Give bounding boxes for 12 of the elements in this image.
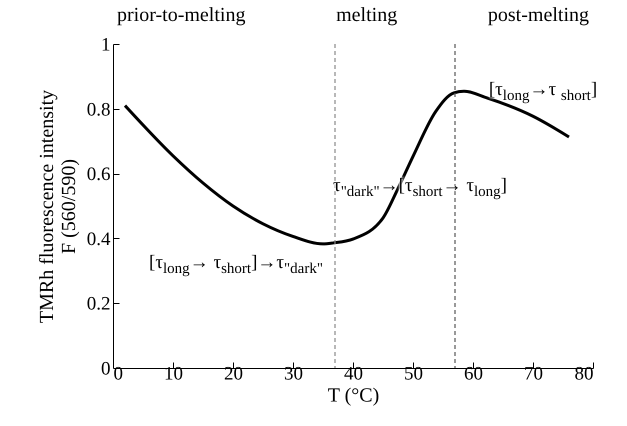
text: post-melting bbox=[486, 4, 590, 27]
text: prior-to-melting bbox=[116, 4, 246, 27]
y-tick-label: 1 bbox=[101, 34, 110, 56]
x-axis-title: T (°C) bbox=[328, 384, 380, 406]
y-axis-title: TMRh fluorescence intensity F (560/590) bbox=[36, 90, 80, 324]
y-tick-label: 0.4 bbox=[86, 228, 111, 250]
y-tick-label: 0.8 bbox=[86, 99, 110, 120]
annotation: [τ$_{long}$→τ $_{short}$] bbox=[488, 79, 598, 105]
annotation: [τ$_{long}$→ τ$_{short}$]→τ$_{"dark"}$ bbox=[149, 252, 323, 278]
text: melting bbox=[335, 4, 398, 27]
y-tick-label: 0.2 bbox=[86, 294, 110, 315]
y-tick-label: 0.6 bbox=[86, 164, 110, 186]
